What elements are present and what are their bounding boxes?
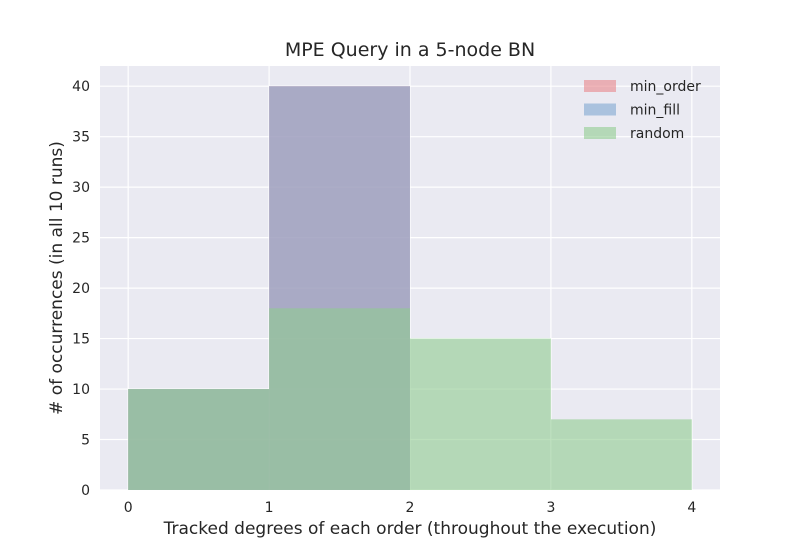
bars [128,86,692,490]
x-tick-label: 0 [124,500,133,516]
bar-random [128,389,270,490]
y-tick-label: 5 [81,433,90,449]
legend-swatch [584,103,616,116]
chart-title: MPE Query in a 5-node BN [285,39,535,61]
x-tick-label: 2 [406,500,415,516]
y-tick-label: 40 [72,79,90,95]
y-axis-label: # of occurrences (in all 10 runs) [47,141,67,415]
y-tick-label: 20 [72,281,90,297]
y-tick-label: 0 [81,483,90,499]
bar-random [410,338,551,490]
legend-item-min-order: min_order [584,79,701,95]
x-tick-label: 3 [546,500,555,516]
y-tick-label: 15 [72,332,90,348]
y-tick-label: 30 [72,180,90,196]
x-tick-label: 1 [265,500,274,516]
x-tick-label: 4 [687,500,696,516]
legend-swatch [584,127,616,139]
bar-random [550,419,692,490]
legend-label: min_fill [630,103,680,119]
legend-item-random: random [584,126,684,142]
legend-label: min_order [630,79,701,95]
legend-item-min-fill: min_fill [584,103,680,119]
y-tick-label: 10 [72,382,90,398]
bar-random [269,308,410,490]
legend-swatch [584,80,616,92]
legend-label: random [630,126,684,142]
y-tick-label: 35 [72,130,90,146]
x-axis-label: Tracked degrees of each order (throughou… [163,519,657,539]
y-tick-label: 25 [72,231,90,247]
